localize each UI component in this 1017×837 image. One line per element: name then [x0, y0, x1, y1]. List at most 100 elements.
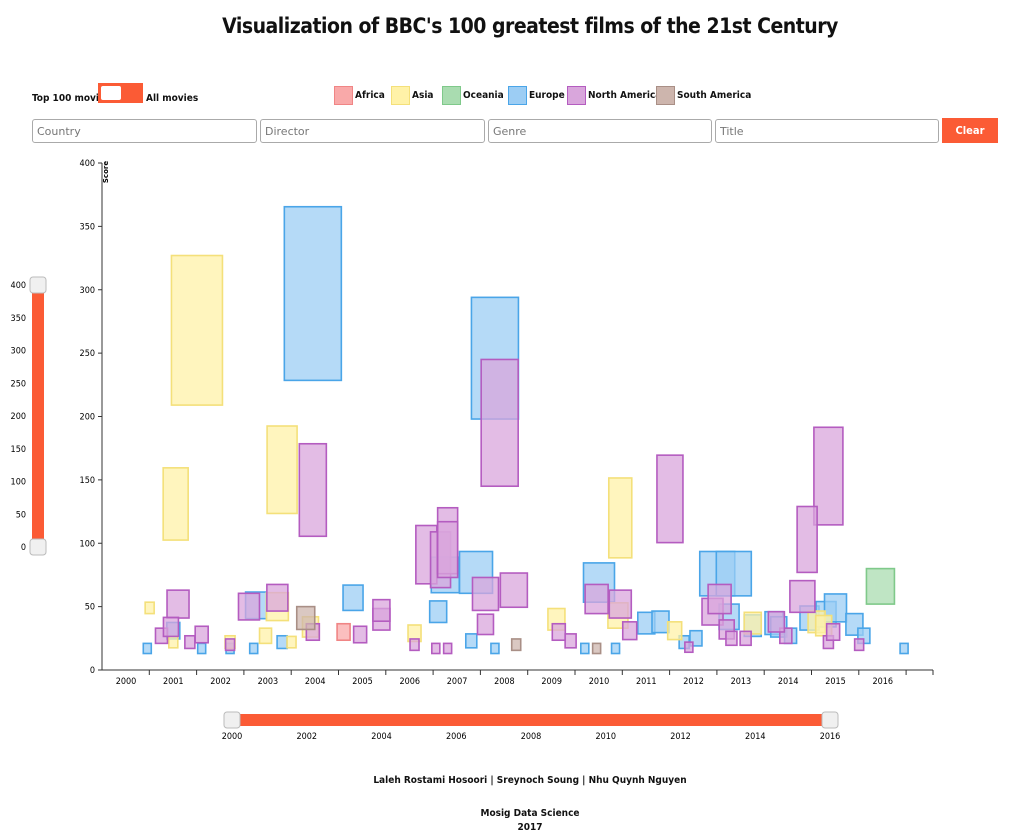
legend-item-europe[interactable]: Europe [508, 85, 565, 105]
movie-rect-north-america[interactable] [436, 520, 459, 579]
movie-rect-europe[interactable] [610, 642, 621, 655]
movie-rect-north-america[interactable] [796, 505, 818, 574]
movie-rect-north-america[interactable] [725, 630, 738, 647]
movie-rect-north-america[interactable] [298, 442, 328, 538]
movie-rect-asia[interactable] [743, 611, 763, 635]
score-slider-tick-label: 0 [21, 543, 26, 553]
movie-rect-north-america[interactable] [608, 589, 633, 619]
movie-rect-europe[interactable] [283, 205, 343, 382]
movie-rect-north-america[interactable] [825, 622, 841, 642]
movie-rect-north-america[interactable] [184, 634, 196, 650]
x-tick-label: 2003 [258, 677, 279, 687]
movie-rect-north-america[interactable] [266, 583, 289, 612]
movie-rect-north-america[interactable] [352, 625, 368, 644]
movie-rect-asia[interactable] [144, 601, 155, 615]
legend-item-north-america[interactable]: North America [567, 85, 661, 105]
movie-rect-europe[interactable] [899, 642, 909, 655]
movie-rect-oceania[interactable] [865, 567, 896, 605]
movie-rect-asia[interactable] [286, 635, 297, 649]
movie-rect-north-america[interactable] [707, 583, 732, 615]
year-slider-handle-max[interactable] [821, 711, 839, 729]
genre-input[interactable] [488, 119, 712, 143]
movie-rect-north-america[interactable] [684, 641, 694, 654]
movie-rect-asia[interactable] [607, 477, 633, 559]
movie-rect-europe[interactable] [248, 642, 259, 655]
movie-rect-north-america[interactable] [564, 633, 577, 649]
movie-rect-europe[interactable] [490, 642, 500, 655]
toggle-knob[interactable] [101, 86, 121, 100]
movie-rect-europe[interactable] [464, 633, 478, 649]
movie-rect-north-america[interactable] [237, 592, 261, 621]
x-tick-label: 2001 [163, 677, 184, 687]
year-slider-track[interactable] [232, 714, 830, 726]
movie-rect-europe[interactable] [428, 600, 448, 624]
x-tick-label: 2016 [872, 677, 893, 687]
movie-rect-north-america[interactable] [480, 358, 519, 488]
movie-rect-north-america[interactable] [471, 576, 500, 612]
movie-rect-north-america[interactable] [621, 621, 638, 641]
movie-rect-north-america[interactable] [409, 638, 420, 652]
movie-rect-north-america[interactable] [656, 454, 684, 544]
x-tick-label: 2002 [210, 677, 231, 687]
movie-rect-north-america[interactable] [224, 638, 236, 652]
movie-rect-north-america[interactable] [162, 616, 180, 638]
score-slider-handle-max[interactable] [29, 276, 47, 294]
movie-rect-north-america[interactable] [813, 426, 844, 526]
x-tick-label: 2005 [352, 677, 373, 687]
legend-label: North America [588, 89, 662, 101]
legend-item-africa[interactable]: Africa [334, 85, 385, 105]
movie-rect-europe[interactable] [651, 610, 670, 634]
movie-rect-north-america[interactable] [789, 579, 816, 614]
x-tick-label: 2014 [778, 677, 799, 687]
movie-rect-europe[interactable] [196, 642, 207, 655]
movie-rect-africa[interactable] [336, 622, 351, 642]
movie-rect-north-america[interactable] [442, 642, 453, 655]
movie-rect-south-america[interactable] [510, 638, 522, 652]
score-slider-tick-label: 350 [11, 314, 26, 324]
year-slider-tick-label: 2008 [521, 732, 542, 742]
movie-rect-north-america[interactable] [431, 642, 441, 655]
director-input[interactable] [260, 119, 485, 143]
movie-rect-north-america[interactable] [194, 625, 209, 644]
movie-rect-north-america[interactable] [372, 598, 391, 623]
movie-rect-asia[interactable] [258, 627, 273, 645]
x-tick-label: 2006 [399, 677, 420, 687]
score-slider-handle-min[interactable] [29, 538, 47, 556]
score-slider-track[interactable] [32, 285, 44, 547]
movie-rect-north-america[interactable] [476, 613, 495, 636]
legend-item-oceania[interactable]: Oceania [442, 85, 504, 105]
movie-rect-north-america[interactable] [551, 622, 567, 642]
y-tick-label: 250 [80, 349, 95, 359]
movie-rect-north-america[interactable] [499, 572, 529, 609]
legend-item-asia[interactable]: Asia [391, 85, 433, 105]
movie-rect-europe[interactable] [342, 584, 364, 612]
country-input[interactable] [32, 119, 257, 143]
movie-rect-north-america[interactable] [853, 638, 865, 652]
title-input[interactable] [715, 119, 939, 143]
movie-rect-asia[interactable] [266, 425, 298, 515]
movie-rect-asia[interactable] [170, 254, 224, 406]
movie-rect-south-america[interactable] [295, 605, 316, 631]
y-tick-label: 350 [80, 222, 95, 232]
legend-item-south-america[interactable]: South America [656, 85, 751, 105]
movie-rect-north-america[interactable] [767, 610, 786, 633]
movie-rect-europe[interactable] [142, 642, 153, 655]
x-tick-label: 2011 [636, 677, 657, 687]
legend-swatch [334, 85, 353, 105]
x-tick-label: 2004 [305, 677, 326, 687]
movies-toggle-switch[interactable] [98, 83, 143, 103]
movie-rect-europe[interactable] [580, 642, 590, 655]
score-slider-tick-label: 250 [11, 379, 26, 389]
legend-swatch [442, 85, 461, 105]
movie-rect-north-america[interactable] [584, 583, 609, 615]
movie-rect-asia[interactable] [666, 621, 683, 641]
movie-rect-south-america[interactable] [591, 642, 602, 655]
movie-rect-asia[interactable] [168, 635, 179, 649]
y-tick-label: 150 [80, 476, 95, 486]
movie-rect-north-america[interactable] [739, 630, 752, 647]
movie-rect-north-america[interactable] [166, 589, 190, 619]
clear-button[interactable]: Clear [942, 118, 998, 143]
year-slider-handle-min[interactable] [223, 711, 241, 729]
movie-rect-europe[interactable] [276, 634, 288, 650]
movie-rect-asia[interactable] [162, 467, 189, 541]
